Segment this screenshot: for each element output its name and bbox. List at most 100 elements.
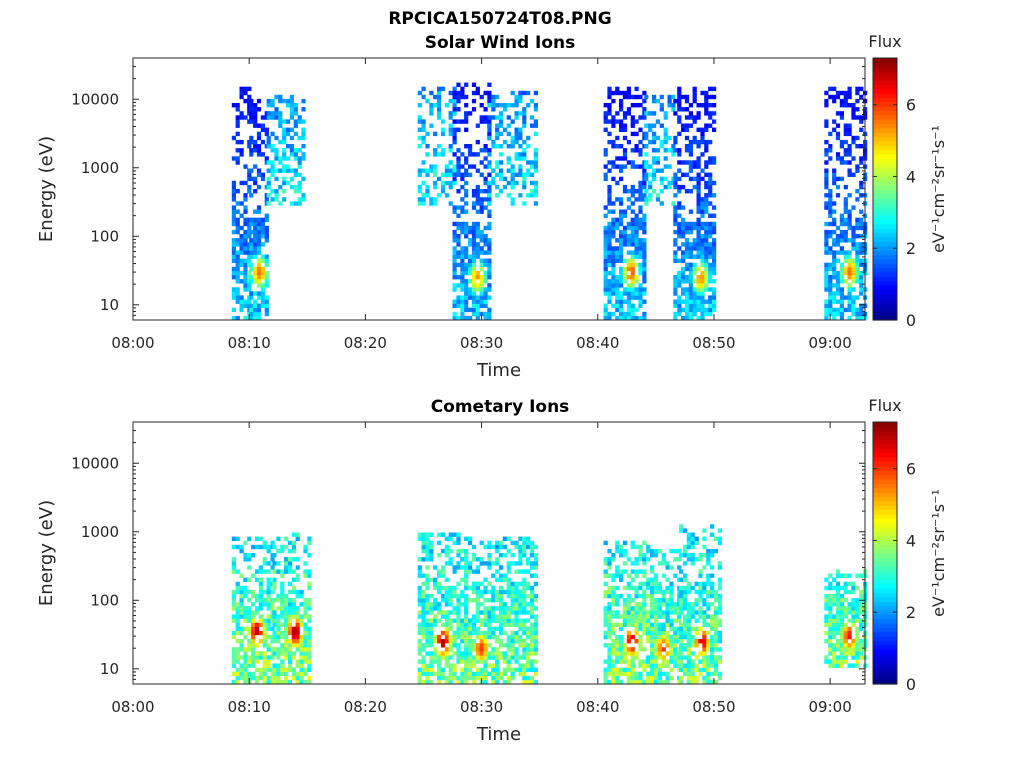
spectrogram-cell	[293, 131, 298, 137]
spectrogram-cell	[295, 671, 300, 677]
spectrogram-cell	[832, 663, 837, 668]
spectrogram-cell	[464, 679, 469, 685]
spectrogram-cell	[673, 148, 678, 153]
spectrogram-cell	[280, 630, 285, 636]
spectrogram-cell	[603, 634, 608, 640]
spectrogram-cell	[677, 234, 682, 239]
spectrogram-cell	[642, 279, 647, 284]
spectrogram-cell	[475, 189, 480, 194]
spectrogram-cell	[638, 602, 643, 607]
spectrogram-cell	[262, 671, 267, 677]
spectrogram-cell	[287, 659, 293, 664]
spectrogram-cell	[243, 626, 248, 632]
spectrogram-cell	[626, 266, 631, 272]
spectrogram-cell	[700, 103, 705, 108]
spectrogram-cell	[630, 275, 635, 280]
spectrogram-cell	[444, 655, 449, 660]
spectrogram-cell	[448, 115, 453, 120]
spectrogram-cell	[630, 618, 635, 623]
spectrogram-cell	[669, 626, 674, 632]
spectrogram-cell	[712, 266, 717, 272]
spectrogram-cell	[499, 565, 504, 570]
spectrogram-cell	[696, 127, 701, 132]
spectrogram-cell	[673, 238, 678, 243]
spectrogram-cell	[270, 189, 275, 194]
spectrogram-cell	[673, 647, 678, 652]
spectrogram-cell	[843, 103, 848, 108]
spectrogram-cell	[289, 168, 294, 173]
spectrogram-cell	[487, 540, 492, 546]
spectrogram-cell	[855, 618, 860, 623]
spectrogram-cell	[655, 119, 660, 124]
spectrogram-cell	[679, 647, 684, 652]
spectrogram-cell	[272, 569, 277, 574]
spectrogram-cell	[280, 659, 285, 664]
spectrogram-cell	[502, 139, 508, 145]
spectrogram-cell	[260, 258, 265, 263]
spectrogram-cell	[843, 131, 848, 137]
spectrogram-cell	[851, 610, 856, 615]
spectrogram-cell	[650, 593, 655, 599]
spectrogram-cell	[642, 107, 647, 112]
spectrogram-cell	[475, 598, 480, 603]
spectrogram-cell	[603, 229, 608, 235]
spectrogram-cell	[686, 618, 691, 623]
spectrogram-cell	[284, 639, 289, 644]
spectrogram-cell	[713, 598, 719, 603]
spectrogram-cell	[607, 643, 612, 648]
spectrogram-cell	[514, 540, 519, 546]
spectrogram-cell	[646, 548, 651, 554]
spectrogram-cell	[681, 160, 686, 165]
spectrogram-cell	[673, 626, 678, 632]
spectrogram-cell	[448, 610, 453, 615]
spectrogram-cell	[483, 577, 488, 582]
spectrogram-cell	[634, 148, 639, 153]
spectrogram-cell	[704, 275, 709, 280]
spectrogram-cell	[688, 283, 693, 288]
spectrogram-cell	[615, 667, 620, 672]
spectrogram-cell	[847, 573, 852, 578]
spectrogram-cell	[611, 287, 616, 292]
spectrogram-cell	[839, 287, 844, 292]
spectrogram-cell	[468, 626, 473, 632]
spectrogram-cell	[607, 667, 612, 672]
spectrogram-cell	[619, 311, 624, 317]
spectrogram-cell	[529, 606, 535, 611]
spectrogram-cell	[499, 593, 504, 599]
spectrogram-cell	[452, 258, 457, 263]
spectrogram-cell	[235, 115, 240, 120]
spectrogram-cell	[603, 569, 608, 574]
spectrogram-cell	[272, 630, 277, 636]
spectrogram-cell	[464, 94, 469, 100]
spectrogram-cell	[824, 630, 829, 636]
spectrogram-cell	[303, 643, 308, 648]
spectrogram-cell	[448, 634, 453, 640]
spectrogram-cell	[839, 630, 844, 636]
spectrogram-cell	[487, 135, 492, 141]
spectrogram-cell	[287, 647, 293, 652]
spectrogram-cell	[681, 258, 686, 263]
spectrogram-cell	[429, 639, 434, 644]
spectrogram-cell	[653, 630, 659, 636]
spectrogram-cell	[626, 225, 631, 231]
spectrogram-cell	[708, 156, 713, 161]
spectrogram-cell	[282, 156, 287, 161]
spectrogram-cell	[832, 262, 837, 268]
spectrogram-cell	[630, 283, 635, 288]
spectrogram-cell	[247, 553, 252, 558]
spectrogram-cell	[479, 651, 484, 656]
spectrogram-cell	[638, 639, 643, 644]
spectrogram-cell	[638, 557, 643, 562]
spectrogram-cell	[679, 585, 684, 591]
spectrogram-cell	[626, 593, 631, 599]
spectrogram-cell	[843, 123, 848, 128]
spectrogram-cell	[690, 671, 695, 677]
spectrogram-cell	[847, 172, 852, 177]
spectrogram-cell	[276, 651, 281, 656]
spectrogram-cell	[487, 262, 492, 268]
spectrogram-cell	[684, 246, 690, 251]
spectrogram-cell	[626, 675, 631, 681]
spectrogram-cell	[704, 184, 709, 190]
spectrogram-cell	[708, 287, 713, 292]
spectrogram-cell	[235, 238, 240, 243]
